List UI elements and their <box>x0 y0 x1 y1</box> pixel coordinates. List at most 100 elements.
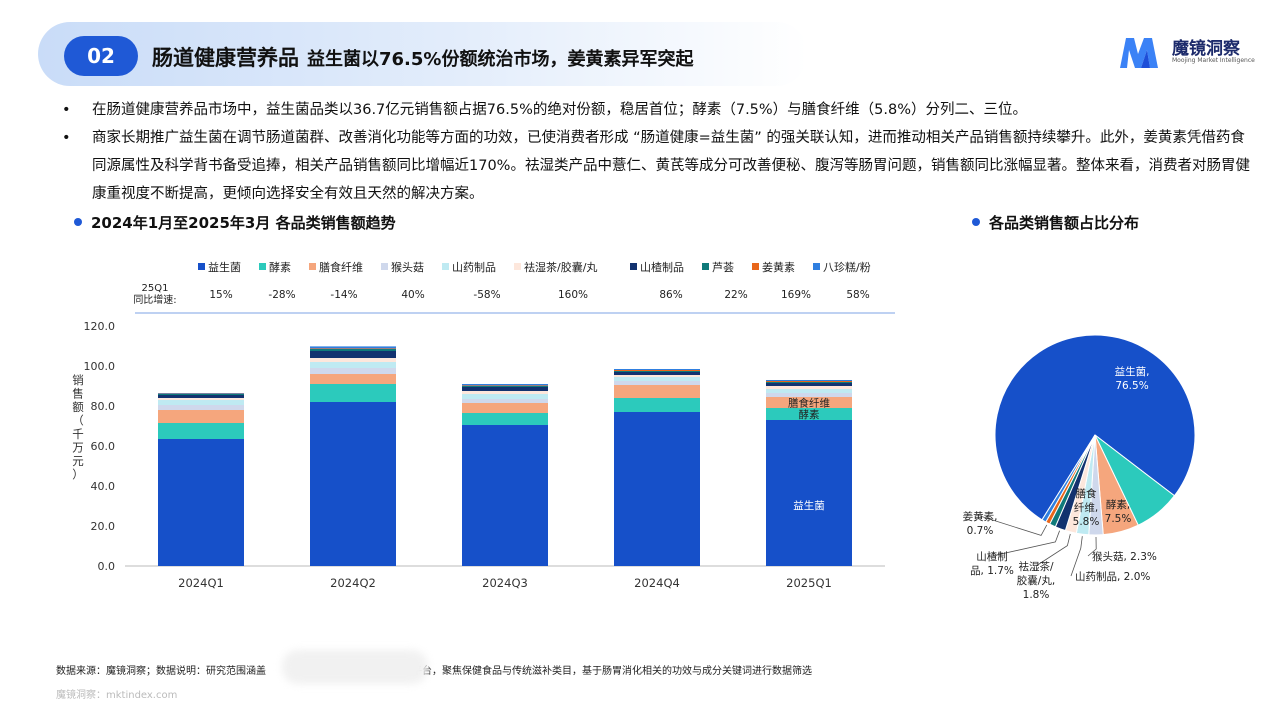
brand-name: 魔镜洞察 <box>1172 39 1240 59</box>
yoy-label-line1: 25Q1 <box>142 283 169 294</box>
heading-dot <box>74 218 82 226</box>
bar-segment <box>310 348 396 349</box>
pie-label: 益生菌, <box>1115 365 1150 378</box>
bar-segment <box>766 386 852 389</box>
pie-leader-line <box>1035 533 1071 567</box>
bar-segment <box>462 394 548 399</box>
section-number-badge: 02 <box>64 36 138 76</box>
pie-chart-title: 各品类销售额占比分布 <box>989 214 1140 232</box>
y-axis-label-char: 售 <box>72 387 84 401</box>
bar-segment <box>766 380 852 381</box>
legend-swatch <box>309 263 316 270</box>
pie-label: 膳食 <box>1076 487 1098 500</box>
source-text-end: 平台，聚焦保健食品与传统滋补类目，基于肠胃消化相关的功效与成分关键词进行数据筛选 <box>412 666 812 677</box>
pie-label: 1.8% <box>1023 589 1050 601</box>
bar-segment <box>614 377 700 381</box>
pie-label: 纤维, <box>1074 501 1098 514</box>
yoy-value: 86% <box>659 289 682 301</box>
bar-segment <box>310 358 396 362</box>
bar-segment <box>158 410 244 423</box>
y-tick-label: 100.0 <box>84 360 116 373</box>
y-tick-label: 0.0 <box>98 560 116 573</box>
bar-segment <box>766 381 852 382</box>
pie-label: 猴头菇, 2.3% <box>1092 550 1157 563</box>
heading-dot <box>972 218 980 226</box>
bar-segment <box>158 395 244 398</box>
legend-label: 八珍糕/粉 <box>823 260 871 274</box>
bullet-text: 商家长期推广益生菌在调节肠道菌群、改善消化功能等方面的功效，已使消费者形成 “肠… <box>92 130 1250 202</box>
pie-label: 76.5% <box>1115 380 1148 392</box>
y-axis-label-char: 销 <box>72 373 84 387</box>
bullet-1: • 在肠道健康营养品市场中，益生菌品类以36.7亿元销售额占据76.5%的绝对份… <box>56 96 1256 124</box>
pie-label: 品, 1.7% <box>970 565 1014 577</box>
pie-label: 酵素, <box>1106 498 1130 511</box>
pie-chart-heading: 各品类销售额占比分布 <box>972 212 1139 233</box>
yoy-value: 58% <box>846 289 869 301</box>
pie-label: 祛湿茶/ <box>1018 560 1053 573</box>
legend-label: 姜黄素 <box>762 260 795 274</box>
bar-segment <box>766 383 852 386</box>
x-tick-label: 2024Q2 <box>330 576 376 590</box>
x-tick-label: 2024Q1 <box>178 576 224 590</box>
legend-swatch <box>381 263 388 270</box>
bar-annotation: 膳食纤维 <box>788 397 830 410</box>
bar-segment <box>310 362 396 368</box>
bar-segment <box>766 397 852 408</box>
x-tick-label: 2024Q4 <box>634 576 680 590</box>
yoy-value: -28% <box>268 289 295 301</box>
legend-swatch <box>630 263 637 270</box>
pie-label: 5.8% <box>1073 516 1100 528</box>
pie-label: 0.7% <box>967 525 994 537</box>
bar-segment <box>614 375 700 377</box>
bar-segment <box>766 382 852 383</box>
legend-label: 祛湿茶/胶囊/丸 <box>524 260 597 274</box>
y-tick-label: 120.0 <box>84 320 116 333</box>
pie-leader-line <box>991 530 1060 557</box>
pie-slice <box>994 334 1196 521</box>
pie-label: 姜黄素, <box>963 510 998 523</box>
legend-label: 酵素 <box>269 261 291 274</box>
bar-segment <box>158 394 244 395</box>
stacked-bar-chart: 25Q1 同比增速: 益生菌 酵素 膳食纤维 猴头菇 山药制品 祛湿茶/胶囊/丸 山楂制品芦… <box>72 260 895 590</box>
legend-label: 膳食纤维 <box>319 260 363 274</box>
legend-swatch <box>198 263 205 270</box>
pie-chart: 益生菌, 76.5% 酵素, 7.5% 膳食纤维, 5.8% 猴头菇, 2.3% 山药制品, … <box>963 334 1196 601</box>
bar-segment <box>310 374 396 384</box>
y-axis-label-char: 额 <box>72 400 84 414</box>
bar-segment <box>462 385 548 386</box>
legend-swatch <box>259 263 266 270</box>
legend-label: 芦荟 <box>712 260 734 274</box>
data-source-note: 数据来源：魔镜洞察；数据说明：研究范围涵盖 平台，聚焦保健食品与传统滋补类目，基于… <box>56 662 812 677</box>
legend-swatch <box>813 263 820 270</box>
yoy-label-line2: 同比增速: <box>133 293 176 306</box>
bar-segment <box>158 393 244 394</box>
bar-segment <box>310 402 396 566</box>
bar-segment <box>614 371 700 372</box>
pie-label: 胶囊/丸, <box>1017 574 1055 587</box>
bar-segment <box>462 386 548 387</box>
bar-segment <box>614 412 700 566</box>
bar-segment <box>462 413 548 425</box>
page-title: 肠道健康营养品 益生菌以76.5%份额统治市场，姜黄素异军突起 <box>152 42 693 72</box>
bar-segment <box>766 420 852 566</box>
y-axis-label-char: 元 <box>72 454 84 468</box>
source-text-start: 数据来源：魔镜洞察；数据说明：研究范围涵盖 <box>56 666 266 677</box>
bar-annotation: 酵素 <box>799 408 820 421</box>
bar-segment <box>158 398 244 400</box>
bar-segment <box>158 423 244 439</box>
pie-leader-line <box>1070 536 1083 577</box>
bar-segment <box>462 425 548 566</box>
legend-swatch <box>442 263 449 270</box>
y-axis-label-char: ） <box>72 468 84 482</box>
pie-leader-line <box>979 515 1048 536</box>
bar-segment <box>766 408 852 420</box>
bar-segment <box>462 391 548 394</box>
bar-segment <box>158 405 244 410</box>
bar-chart-title: 2024年1月至2025年3月 各品类销售额趋势 <box>91 214 396 232</box>
bar-segment <box>158 400 244 405</box>
legend-swatch <box>752 263 759 270</box>
bar-chart-heading: 2024年1月至2025年3月 各品类销售额趋势 <box>74 212 396 233</box>
bar-annotation: 益生菌 <box>793 499 825 512</box>
brand-tagline: Moojing Market Intelligence <box>1172 57 1255 64</box>
site-url: 魔镜洞察：mktindex.com <box>56 690 178 701</box>
